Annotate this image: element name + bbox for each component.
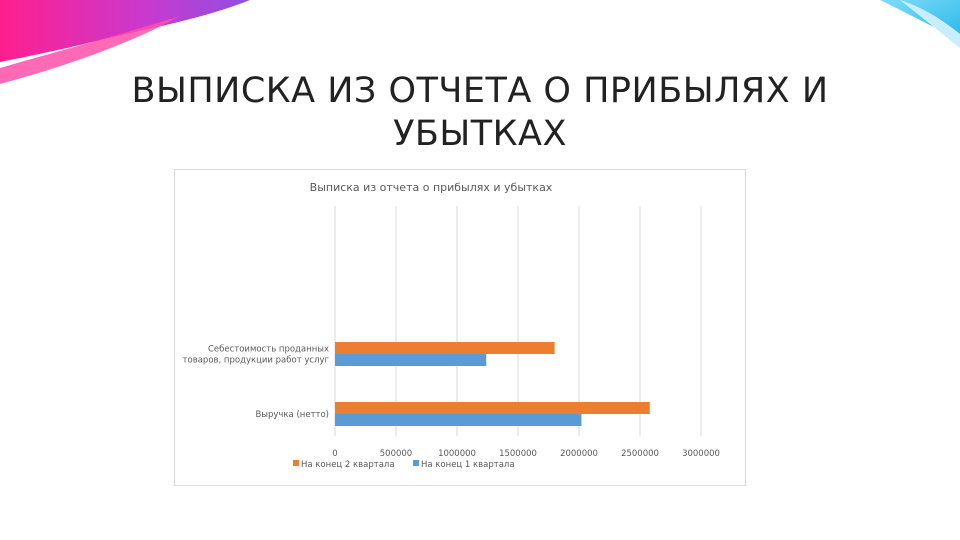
- bar: [335, 342, 555, 354]
- chart-title: Выписка из отчета о прибылях и убытках: [310, 181, 553, 194]
- bar-chart: Выписка из отчета о прибылях и убытках 0…: [183, 181, 720, 470]
- legend-swatch: [413, 460, 419, 466]
- top-left-swoosh-thin: [0, 16, 180, 84]
- x-tick-label: 500000: [380, 449, 412, 459]
- top-left-swoosh: [0, 0, 250, 62]
- x-tick-label: 1500000: [499, 449, 537, 459]
- chart-legend: На конец 2 квартала На конец 1 квартала: [293, 460, 515, 470]
- x-tick-label: 1000000: [438, 449, 476, 459]
- y-category-label: товаров, продукции работ услуг: [183, 356, 330, 366]
- x-tick-label: 0: [332, 449, 337, 459]
- legend-label: На конец 1 квартала: [421, 460, 515, 470]
- x-tick-label: 2000000: [560, 449, 598, 459]
- x-tick-label: 3000000: [682, 449, 720, 459]
- y-category-label: Выручка (нетто): [255, 410, 329, 420]
- legend-swatch: [293, 460, 299, 466]
- x-axis-ticks: 0 500000 1000000 1500000 2000000 2500000 30000…: [332, 449, 720, 459]
- x-tick-label: 2500000: [621, 449, 659, 459]
- bar: [335, 414, 582, 426]
- slide-title: ВЫПИСКА ИЗ ОТЧЕТА О ПРИБЫЛЯХ И УБЫТКАХ: [131, 71, 829, 154]
- bar: [335, 354, 487, 366]
- legend-label: На конец 2 квартала: [301, 460, 395, 470]
- chart-container: Выписка из отчета о прибылях и убытках 0…: [174, 169, 746, 486]
- y-category-label: Себестоимость проданных: [208, 345, 329, 355]
- chart-gridlines: [334, 206, 702, 436]
- top-right-swoosh-light: [900, 0, 960, 48]
- chart-bars: [335, 342, 650, 426]
- bar: [335, 402, 650, 414]
